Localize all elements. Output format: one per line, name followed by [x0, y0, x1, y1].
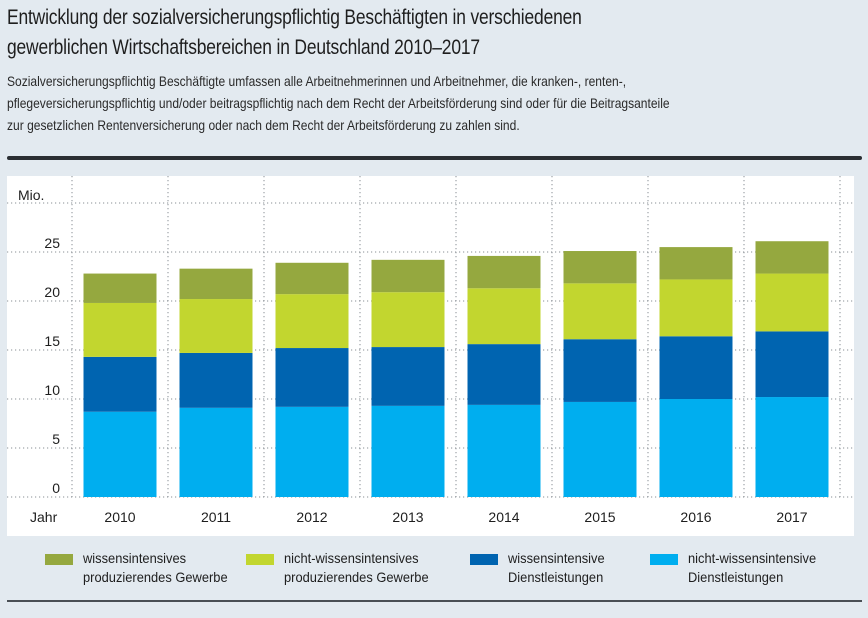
- chart-description: Sozialversicherungspflichtig Beschäftigt…: [7, 70, 867, 136]
- bar-segment: [83, 273, 157, 303]
- bar-segment: [755, 273, 829, 332]
- legend-label: wissensintensive: [508, 550, 605, 566]
- legend-swatch: [246, 554, 274, 565]
- bar-segment: [659, 336, 733, 399]
- legend-label: Dienstleistungen: [688, 569, 784, 585]
- legend-label: produzierendes Gewerbe: [284, 569, 429, 585]
- x-tick-label: 2011: [201, 509, 231, 525]
- y-tick-label: 10: [44, 382, 60, 398]
- legend-label: Dienstleistungen: [508, 569, 604, 585]
- bar-segment: [275, 348, 349, 407]
- bar-segment: [467, 404, 541, 497]
- legend-swatch: [650, 554, 678, 565]
- y-tick-label: 0: [52, 480, 60, 496]
- bar-segment: [179, 352, 253, 408]
- legend-label: produzierendes Gewerbe: [83, 569, 228, 585]
- bar-segment: [659, 247, 733, 280]
- x-axis-ticks: 2010 2011 2012 2013 2014 2015 2016 2017: [104, 509, 807, 525]
- y-axis-ticks: 0 5 10 15 20 25: [44, 235, 60, 496]
- bar-segment: [83, 411, 157, 497]
- bar-segment: [755, 331, 829, 398]
- x-tick-label: 2013: [392, 509, 423, 525]
- x-tick-label: 2017: [776, 509, 807, 525]
- bottom-divider: [7, 600, 862, 602]
- bar-segment: [467, 255, 541, 289]
- bar-segment: [659, 279, 733, 337]
- y-tick-label: 25: [44, 235, 60, 251]
- bar-segment: [371, 347, 445, 406]
- y-tick-label: 15: [44, 333, 60, 349]
- chart-title-line: Entwicklung der sozialversicherungspflic…: [7, 6, 582, 29]
- bar-segment: [179, 268, 253, 300]
- bar-segment: [563, 401, 637, 497]
- bar-segment: [467, 288, 541, 345]
- bar-segment: [275, 294, 349, 349]
- bar-segment: [563, 339, 637, 402]
- x-tick-label: 2014: [488, 509, 519, 525]
- bar-segment: [83, 302, 157, 357]
- bars: [83, 241, 829, 497]
- chart-description-line: pflegeversicherungspflichtig und/oder be…: [7, 95, 670, 111]
- bar-segment: [179, 299, 253, 353]
- legend-label: nicht-wissensintensive: [688, 550, 817, 566]
- x-tick-label: 2012: [296, 509, 327, 525]
- legend-label: wissensintensives: [83, 550, 187, 566]
- bar-segment: [371, 292, 445, 348]
- legend-swatch: [470, 554, 498, 565]
- x-tick-label: 2010: [104, 509, 135, 525]
- bar-segment: [83, 356, 157, 412]
- bar-segment: [275, 406, 349, 497]
- bar-segment: [563, 251, 637, 284]
- legend-swatch: [45, 554, 73, 565]
- legend: wissensintensives produzierendes Gewerbe…: [0, 550, 868, 592]
- legend-label: nicht-wissensintensives: [284, 550, 419, 566]
- chart-panel: 0 5 10 15 20 25 2010 2011 2012 2013 2014 2015 2016 2…: [7, 176, 854, 536]
- x-tick-label: 2016: [680, 509, 711, 525]
- bar-segment: [659, 399, 733, 497]
- chart-description-line: zur gesetzlichen Rentenversicherung oder…: [7, 117, 520, 133]
- x-tick-label: 2015: [584, 509, 615, 525]
- chart-description-line: Sozialversicherungspflichtig Beschäftigt…: [7, 73, 627, 89]
- y-tick-label: 5: [52, 431, 60, 447]
- bar-segment: [467, 344, 541, 405]
- bar-segment: [275, 262, 349, 295]
- chart-title: Entwicklung der sozialversicherungspflic…: [7, 3, 862, 63]
- bar-segment: [371, 259, 445, 293]
- y-tick-label: 20: [44, 284, 60, 300]
- y-axis-unit-label: Mio.: [18, 187, 44, 203]
- bar-segment: [755, 241, 829, 274]
- top-divider: [7, 156, 862, 160]
- x-axis-label: Jahr: [30, 509, 58, 525]
- bar-segment: [563, 283, 637, 340]
- chart-title-line: gewerblichen Wirtschaftsbereichen in Deu…: [7, 36, 480, 59]
- bar-segment: [179, 407, 253, 497]
- bar-segment: [755, 397, 829, 497]
- bar-segment: [371, 405, 445, 497]
